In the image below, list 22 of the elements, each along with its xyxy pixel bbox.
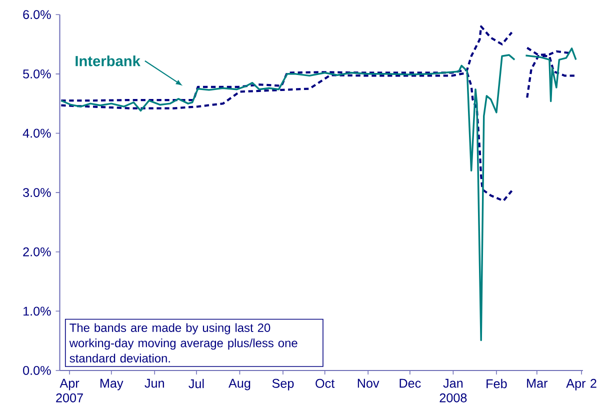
x-tick-label: May	[100, 378, 124, 390]
x-tick-label: Sep	[272, 378, 294, 390]
annotation: The bands are made by using last 20 working-day moving average plus/less one standard deviation.	[69, 323, 298, 362]
x-tick-label: Apr 2	[566, 378, 596, 390]
x-tick-label: Feb	[486, 378, 507, 388]
y-tick-label: 5.0%	[23, 69, 51, 78]
y-tick-label: 1.0%	[24, 306, 51, 316]
x-tick-label: Aug	[228, 378, 250, 390]
y-tick-label: 3.0%	[23, 188, 51, 197]
x-tick-label: Mar	[527, 378, 548, 388]
x-tick-label: Jan 2008	[440, 378, 467, 402]
y-tick-label: 6.0%	[23, 10, 51, 19]
text: Interbank	[76, 55, 140, 66]
x-tick-label: Dec	[400, 378, 421, 388]
x-tick-label: Jun	[144, 378, 164, 388]
x-tick-label: Jul	[188, 378, 204, 388]
x-tick-label: Apr 2007	[56, 378, 83, 402]
y-tick-label: 2.0%	[23, 247, 51, 256]
y-tick-label: 4.0%	[22, 128, 51, 138]
x-tick-label: Nov	[358, 378, 380, 388]
y-tick-label: 0.0%	[23, 366, 51, 375]
x-tick-label: Oct	[316, 378, 335, 388]
